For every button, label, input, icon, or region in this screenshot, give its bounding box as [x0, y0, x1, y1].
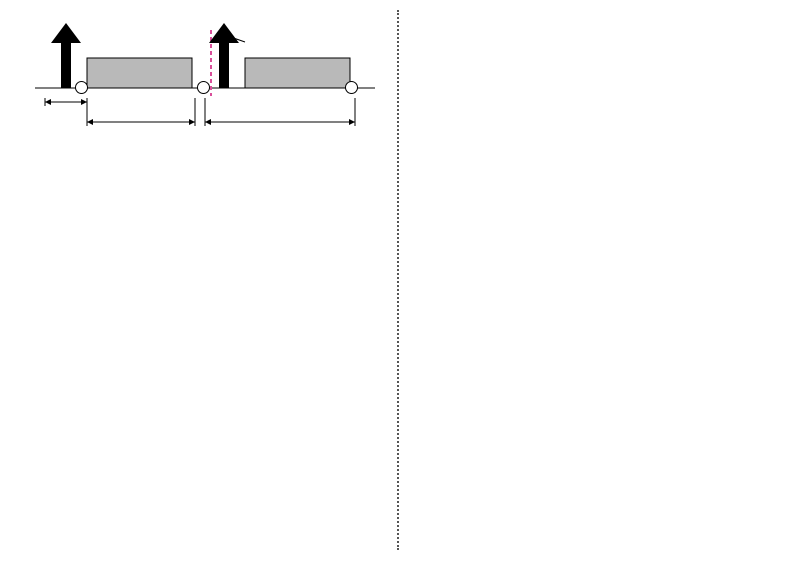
marker-b: [197, 81, 210, 94]
left-column: [0, 0, 395, 574]
panel-c: [25, 351, 385, 536]
panel-a: [25, 18, 385, 168]
panel-b: [25, 175, 385, 330]
right-column: [405, 0, 800, 574]
marker-c: [345, 81, 358, 94]
marker-a: [75, 81, 88, 94]
vertical-divider: [397, 10, 399, 550]
